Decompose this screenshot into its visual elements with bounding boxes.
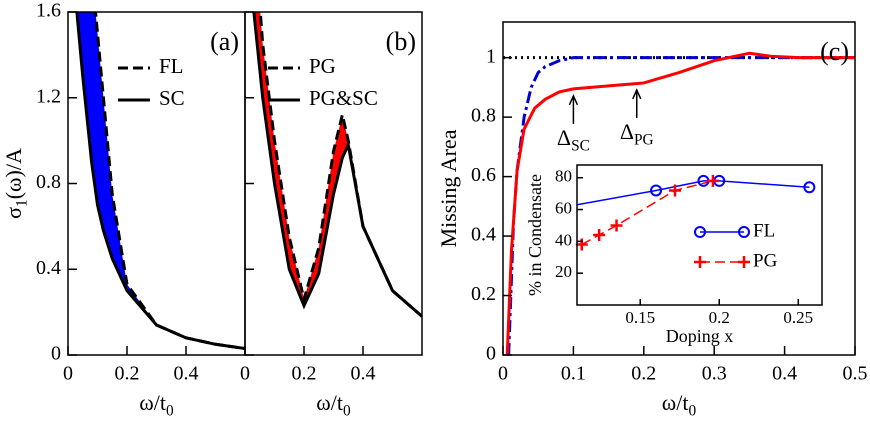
legend-label: PG&SC <box>309 86 378 110</box>
legend-label: FL <box>159 54 184 78</box>
x-tick-label: 0 <box>63 363 73 385</box>
x-axis-label-sub: 0 <box>343 402 351 419</box>
x-tick-label: 0.25 <box>783 308 813 327</box>
x-tick-label: 0.2 <box>292 363 317 385</box>
panel-label: (a) <box>210 27 239 56</box>
inset-background <box>577 165 822 305</box>
x-tick-label: 0.1 <box>561 363 586 385</box>
legend-label: SC <box>159 86 185 110</box>
annotation-sub: PG <box>634 131 654 148</box>
plot-area <box>503 51 855 355</box>
series-line <box>75 12 245 351</box>
annotation-arrow <box>568 94 579 124</box>
x-axis-label: ω/t0 <box>662 390 697 419</box>
y-tick-label: 0.8 <box>471 105 496 127</box>
y-axis-label-main: σ <box>1 207 26 219</box>
annotation-sub: SC <box>571 137 590 154</box>
y-tick-label: 40 <box>555 230 572 249</box>
series-line <box>505 51 855 355</box>
y-tick-label: 1 <box>486 45 496 67</box>
y-axis-label-tail: (ω)/A <box>1 148 26 199</box>
x-axis-label-main: Doping x <box>666 326 734 346</box>
series-line <box>577 180 810 206</box>
x-tick-label: 0 <box>498 363 508 385</box>
y-tick-label: 0.4 <box>36 257 61 279</box>
panel-label: (c) <box>820 37 849 66</box>
y-tick-label: 0.4 <box>471 224 496 246</box>
x-axis-label-main: ω/t <box>316 390 343 415</box>
annotation-arrow <box>632 88 642 118</box>
y-tick-label: 0 <box>51 343 61 365</box>
marker <box>669 184 681 197</box>
x-axis-label-sub: 0 <box>166 402 174 419</box>
x-tick-label: 0 <box>240 363 250 385</box>
x-tick-label: 0.4 <box>351 363 376 385</box>
x-tick-label: 0.5 <box>843 363 868 385</box>
y-axis-label: σ1(ω)/A <box>1 148 30 219</box>
y-axis-label: Missing Area <box>436 129 461 247</box>
x-tick-label: 0.3 <box>702 363 727 385</box>
x-tick-label: 0.2 <box>115 363 140 385</box>
x-tick-label: 0.2 <box>709 308 730 327</box>
y-axis-label: % in Condensate <box>525 174 545 296</box>
legend-marker <box>738 256 750 268</box>
frame <box>502 21 856 356</box>
annotation-main: Δ <box>620 119 634 144</box>
y-tick-label: 0 <box>486 343 496 365</box>
x-axis-label: ω/t0 <box>139 390 174 419</box>
marker <box>610 219 623 232</box>
legend-label: FL <box>753 220 775 241</box>
x-tick-label: 0.15 <box>625 308 655 327</box>
legend-label: PG <box>309 54 336 78</box>
y-tick-label: 0.2 <box>471 283 496 305</box>
plot-area <box>252 12 422 318</box>
annotation-main: Δ <box>557 125 571 150</box>
y-tick-label: 20 <box>555 262 572 281</box>
fill-between <box>76 12 245 349</box>
x-axis-label-main: ω/t <box>662 390 689 415</box>
y-tick-label: 80 <box>555 167 572 186</box>
marker <box>593 229 606 241</box>
x-tick-label: 0.4 <box>772 363 797 385</box>
legend-marker <box>694 226 706 238</box>
y-tick-label: 60 <box>555 198 572 217</box>
x-axis-label-sub: 0 <box>689 402 697 419</box>
x-tick-label: 0.2 <box>631 363 656 385</box>
plot-area <box>75 12 245 351</box>
x-axis-label-main: ω/t <box>139 390 166 415</box>
marker <box>650 184 663 197</box>
legend-marker <box>694 256 706 268</box>
x-axis-label: Doping x <box>666 326 734 346</box>
y-tick-label: 1.6 <box>36 0 61 22</box>
x-tick-label: 0.4 <box>174 363 199 385</box>
legend-label: PG <box>753 250 778 271</box>
y-axis-label-main: Missing Area <box>436 129 461 247</box>
annotation: ΔSC <box>557 125 590 154</box>
y-tick-label: 0.6 <box>471 164 496 186</box>
legend-marker <box>738 226 750 238</box>
annotation: ΔPG <box>620 119 654 148</box>
y-axis-label-main: % in Condensate <box>525 174 545 296</box>
x-axis-label: ω/t0 <box>316 390 351 419</box>
panel-label: (b) <box>386 27 416 56</box>
fill-between <box>253 12 422 317</box>
y-tick-label: 1.2 <box>36 85 61 107</box>
marker <box>706 174 719 187</box>
series-line <box>252 12 422 318</box>
series-line <box>94 12 245 351</box>
y-tick-label: 0.8 <box>36 171 61 193</box>
frame <box>576 164 823 306</box>
y-axis-label-sub: 1 <box>13 199 30 207</box>
marker <box>803 181 816 194</box>
